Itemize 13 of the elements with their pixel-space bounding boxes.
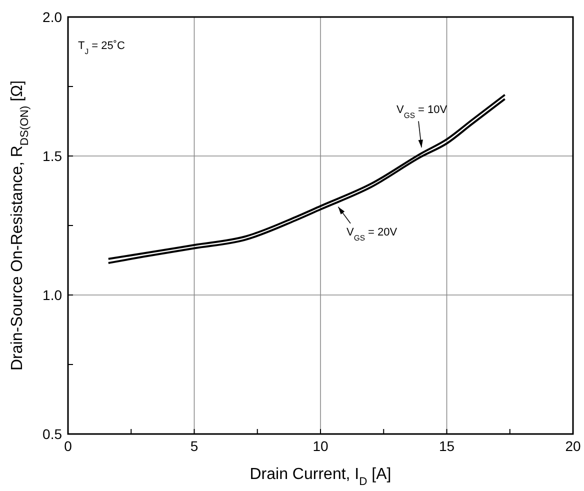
y-tick-label: 1.5 xyxy=(42,148,62,164)
x-tick-label: 5 xyxy=(190,438,198,454)
x-tick-label: 15 xyxy=(438,438,455,454)
x-axis-title: Drain Current, I$_{D}$ [A] xyxy=(250,466,392,488)
y-tick-label: 1.0 xyxy=(42,287,62,303)
x-tick-label: 10 xyxy=(312,438,328,454)
series-label: V$_{GS}$ = 10V xyxy=(396,104,448,120)
y-tick-label: 0.5 xyxy=(42,426,62,442)
annotation: T$_{J}$ = 25˚C xyxy=(78,40,126,56)
y-tick-label: 2.0 xyxy=(42,9,62,25)
x-tick-label: 20 xyxy=(565,438,581,454)
legend-label: V$_{GS}$ = 20V xyxy=(346,226,398,242)
x-tick-label: 0 xyxy=(64,438,72,454)
